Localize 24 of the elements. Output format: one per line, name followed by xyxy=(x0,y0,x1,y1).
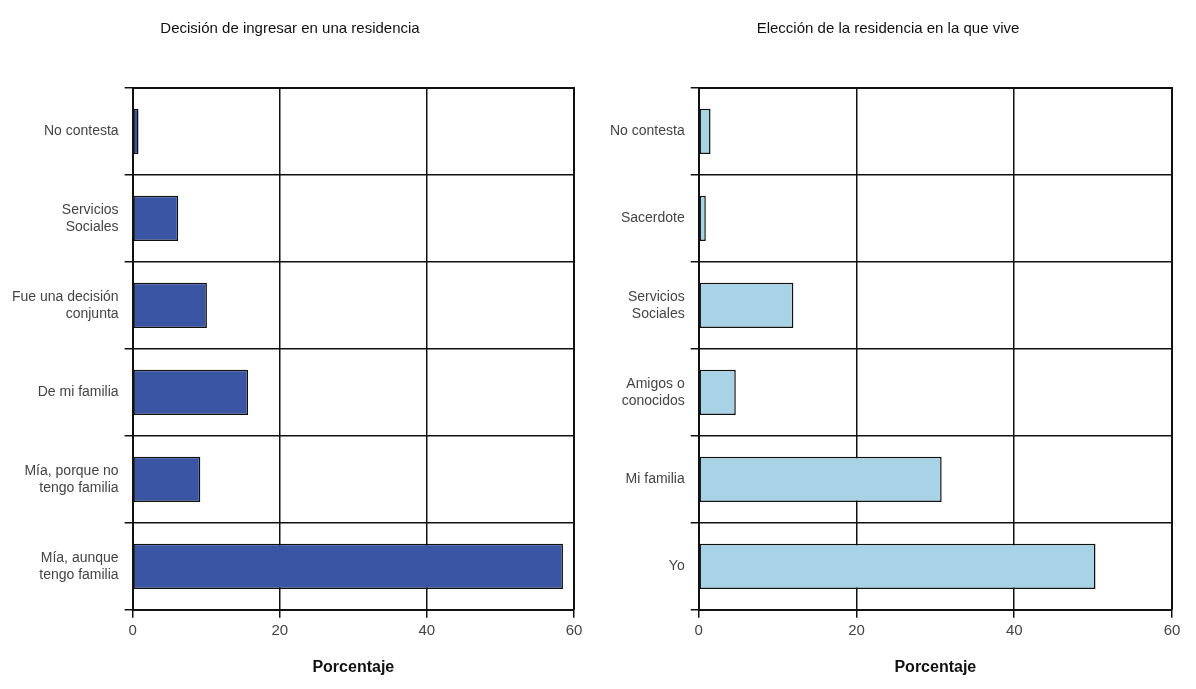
y-tick-label: Amigos o conocidos xyxy=(621,374,685,408)
x-axis-title: Porcentaje xyxy=(312,657,395,675)
y-tick-label: Mi familia xyxy=(625,470,685,487)
y-tick-label: Mía, porque no tengo familia xyxy=(24,461,119,495)
x-tick-label: 0 xyxy=(694,620,703,638)
y-tick-label: Servicios Sociales xyxy=(61,200,119,234)
y-tick-label: Servicios Sociales xyxy=(627,287,685,321)
x-tick-label: 20 xyxy=(271,620,289,638)
y-tick-label: Fue una decisión conjunta xyxy=(11,287,119,321)
y-tick-label: No contesta xyxy=(43,122,119,139)
chart-title: Elección de la residencia en la que vive xyxy=(756,19,1020,37)
x-tick-label: 40 xyxy=(1005,620,1023,638)
y-tick-label: Sacerdote xyxy=(620,209,685,226)
x-tick-label: 0 xyxy=(128,620,137,638)
y-tick-label: Mía, aunque tengo familia xyxy=(39,548,119,582)
y-tick-label: Yo xyxy=(668,557,685,574)
x-tick-label: 60 xyxy=(565,620,583,638)
y-tick-label: No contesta xyxy=(609,122,685,139)
x-tick-label: 60 xyxy=(1163,620,1181,638)
chart-title: Decisión de ingresar en una residencia xyxy=(160,19,421,37)
x-tick-label: 20 xyxy=(848,620,865,638)
x-tick-label: 40 xyxy=(418,620,436,638)
x-axis-title: Porcentaje xyxy=(894,657,977,675)
y-tick-label: De mi familia xyxy=(37,383,119,400)
